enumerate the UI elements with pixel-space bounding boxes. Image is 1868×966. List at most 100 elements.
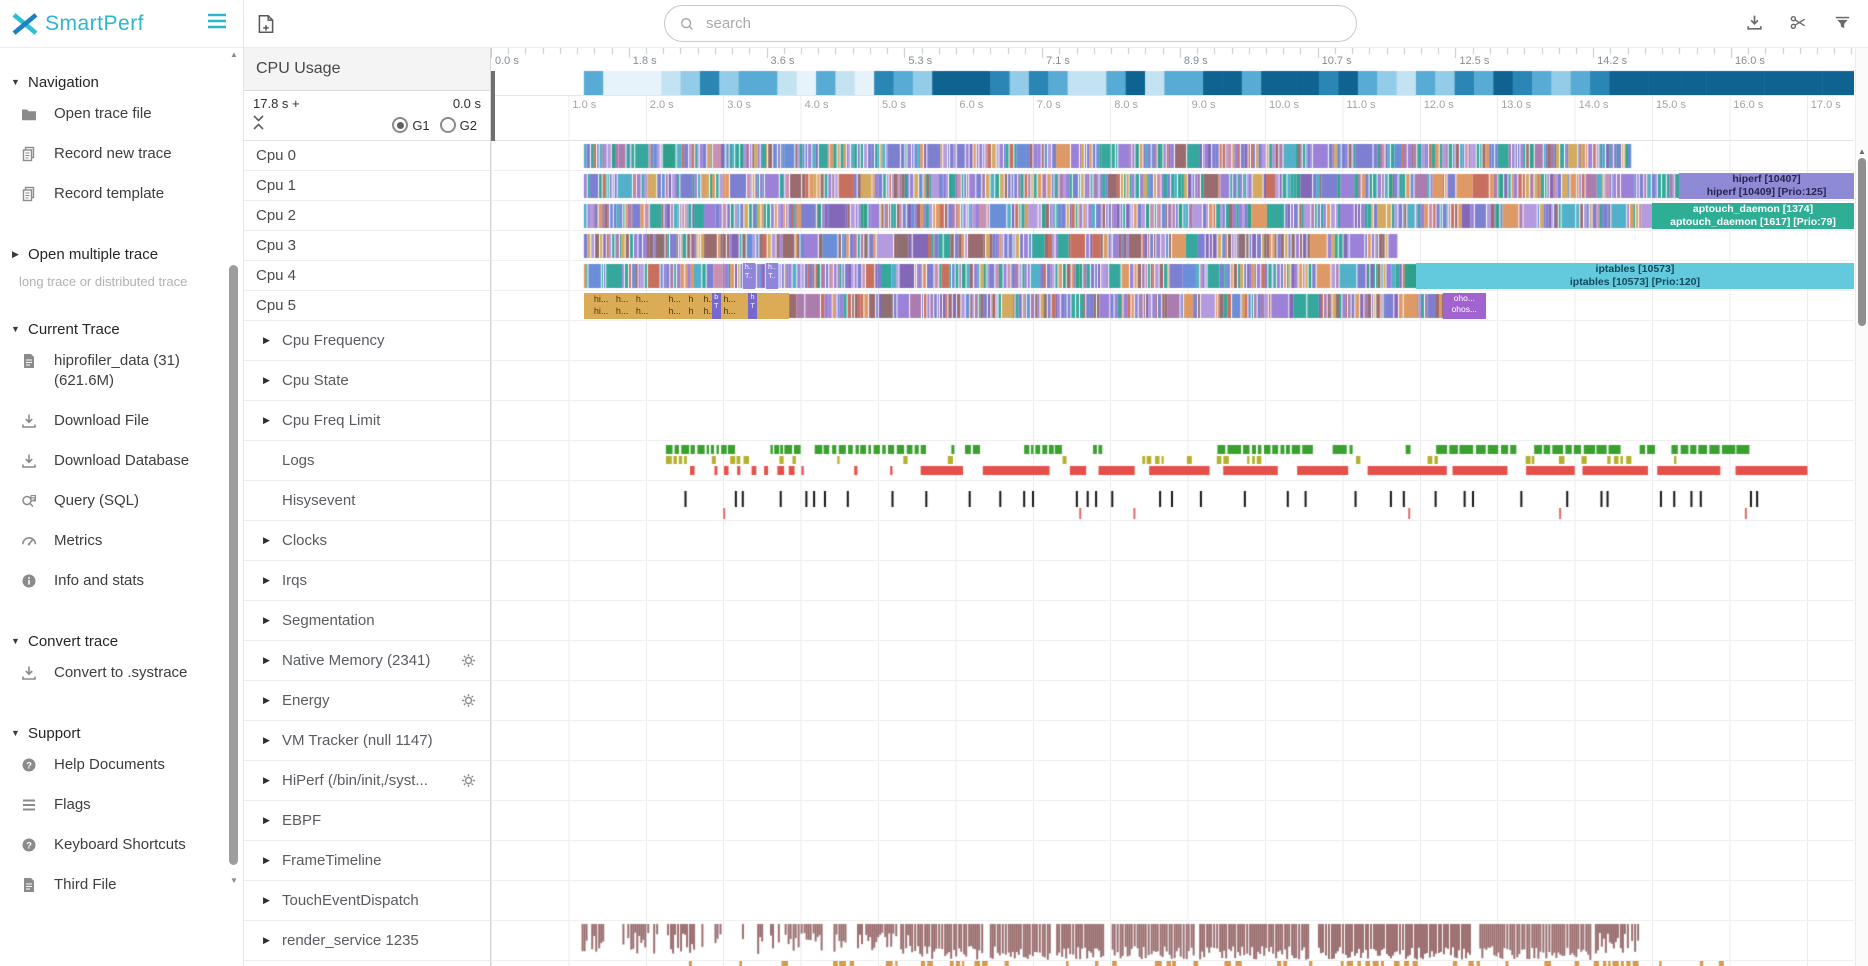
track-row-hiperf-bin-init-syst[interactable]: ▶ HiPerf (/bin/init,/syst...	[244, 761, 490, 801]
sidebar-item-query-sql[interactable]: Query (SQL)	[0, 481, 243, 521]
sidebar-scrollbar-thumb[interactable]	[229, 265, 238, 865]
sidebar-scrollbar[interactable]: ▲ ▼	[228, 0, 240, 966]
expand-arrow-icon[interactable]: ▶	[263, 695, 270, 705]
cpu-lane-cpu-2[interactable]: aptouch_daemon [1374] aptouch_daemon [161…	[491, 201, 1854, 231]
track-lane-segmentation[interactable]	[491, 601, 1854, 641]
sidebar-section-header-support[interactable]: ▼ Support	[0, 721, 243, 745]
expand-arrow-icon[interactable]: ▶	[263, 855, 270, 865]
thread-slice-block[interactable]: h.. T..	[765, 263, 779, 289]
track-lane-logs[interactable]	[491, 441, 1854, 481]
sidebar-item-info-and-stats[interactable]: Info and stats	[0, 561, 243, 601]
cpu-usage-heatmap-canvas[interactable]	[491, 48, 1854, 95]
cpu-1-lane-canvas[interactable]	[491, 171, 1854, 201]
gear-icon[interactable]	[460, 772, 477, 789]
menu-toggle-icon[interactable]	[207, 13, 227, 34]
expand-arrow-icon[interactable]: ▶	[263, 895, 270, 905]
track-row-irqs[interactable]: ▶ Irqs	[244, 561, 490, 601]
partial-lane-canvas[interactable]	[491, 961, 1854, 966]
track-lane-hiperf-bin-init-syst[interactable]	[491, 761, 1854, 801]
track-row-clocks[interactable]: ▶ Clocks	[244, 521, 490, 561]
track-row-energy[interactable]: ▶ Energy	[244, 681, 490, 721]
sidebar-item-metrics[interactable]: Metrics	[0, 521, 243, 561]
expand-arrow-icon[interactable]: ▶	[263, 375, 270, 385]
track-row-logs[interactable]: ▶Logs	[244, 441, 490, 481]
expand-arrow-icon[interactable]: ▶	[263, 655, 270, 665]
cpu-lane-cpu-0[interactable]	[491, 141, 1854, 171]
cpu-lane-cpu-1[interactable]: hiperf [10407] hiperf [10409] [Prio:125]	[491, 171, 1854, 201]
cpu-row-name-cpu-2[interactable]: Cpu 2	[244, 201, 490, 231]
expand-arrow-icon[interactable]: ▶	[263, 335, 270, 345]
expand-arrow-icon[interactable]: ▶	[263, 735, 270, 745]
track-row-toucheventdispatch[interactable]: ▶ TouchEventDispatch	[244, 881, 490, 921]
sidebar-section-header-navigation[interactable]: ▼ Navigation	[0, 70, 243, 94]
logs-lane-canvas[interactable]	[491, 441, 1854, 481]
track-row-frametimeline[interactable]: ▶ FrameTimeline	[244, 841, 490, 881]
track-row-vm-tracker-null-1147[interactable]: ▶ VM Tracker (null 1147)	[244, 721, 490, 761]
track-lane-partial[interactable]	[491, 961, 1854, 966]
main-time-ruler[interactable]: 1.0 s 2.0 s 3.0 s 4.0 s 5.0 s 6.0 s 7.0 s 8.0 s…	[491, 96, 1854, 141]
track-lane-render-service-1235[interactable]	[491, 921, 1854, 961]
expand-arrow-icon[interactable]: ▶	[263, 815, 270, 825]
track-lane-cpu-freq-limit[interactable]	[491, 401, 1854, 441]
gear-icon[interactable]	[460, 692, 477, 709]
expand-arrow-icon[interactable]: ▶	[263, 415, 270, 425]
track-lane-cpu-state[interactable]	[491, 361, 1854, 401]
range-selection-handle[interactable]	[491, 71, 495, 141]
process-slice-block[interactable]: oho... ohos...	[1443, 293, 1486, 319]
sidebar-section-header-convert-trace[interactable]: ▼ Convert trace	[0, 629, 243, 653]
track-row-cpu-frequency[interactable]: ▶ Cpu Frequency	[244, 321, 490, 361]
sidebar-item-hiprofiler-data-31-621-6m[interactable]: hiprofiler_data (31) (621.6M)	[0, 341, 243, 401]
sidebar-item-third-file[interactable]: Third File	[0, 865, 243, 905]
cpu-row-name-cpu-0[interactable]: Cpu 0	[244, 141, 490, 171]
sidebar-item-keyboard-shortcuts[interactable]: ? Keyboard Shortcuts	[0, 825, 243, 865]
cpu-lane-cpu-3[interactable]	[491, 231, 1854, 261]
process-slice-block[interactable]: hiperf [10407] hiperf [10409] [Prio:125]	[1679, 173, 1854, 199]
timeline-scrollbar-thumb[interactable]	[1858, 158, 1866, 326]
track-row-native-memory-2341[interactable]: ▶ Native Memory (2341)	[244, 641, 490, 681]
track-row-segmentation[interactable]: ▶ Segmentation	[244, 601, 490, 641]
new-file-icon[interactable]	[255, 13, 277, 35]
cpu-3-lane-canvas[interactable]	[491, 231, 1854, 261]
process-slice-block[interactable]: hi... h... h... h... h h... h... hi... h.…	[583, 293, 789, 319]
track-lane-toucheventdispatch[interactable]	[491, 881, 1854, 921]
sidebar-item-download-file[interactable]: Download File	[0, 401, 243, 441]
cpu-2-lane-canvas[interactable]	[491, 201, 1854, 231]
track-row-cpu-state[interactable]: ▶ Cpu State	[244, 361, 490, 401]
expand-arrow-icon[interactable]: ▶	[263, 775, 270, 785]
cpu-row-name-cpu-5[interactable]: Cpu 5	[244, 291, 490, 321]
sidebar-item-help-documents[interactable]: ? Help Documents	[0, 745, 243, 785]
track-lane-native-memory-2341[interactable]	[491, 641, 1854, 681]
sidebar-item-convert-to-systrace[interactable]: Convert to .systrace	[0, 653, 243, 693]
cpu-row-name-cpu-1[interactable]: Cpu 1	[244, 171, 490, 201]
track-row-hisysevent[interactable]: ▶Hisysevent	[244, 481, 490, 521]
cpu-row-name-cpu-4[interactable]: Cpu 4	[244, 261, 490, 291]
track-row-render-service-1235[interactable]: ▶ render_service 1235	[244, 921, 490, 961]
sidebar-item-download-database[interactable]: Download Database	[0, 441, 243, 481]
scroll-up-icon[interactable]: ▲	[1858, 147, 1866, 156]
radio-g2[interactable]	[439, 117, 456, 133]
timeline-scrollbar[interactable]: ▲	[1855, 48, 1868, 966]
cpu-lane-cpu-5[interactable]: hi... h... h... h... h h... h... hi... h.…	[491, 291, 1854, 321]
track-row-ebpf[interactable]: ▶ EBPF	[244, 801, 490, 841]
expand-arrow-icon[interactable]: ▶	[263, 535, 270, 545]
expand-arrow-icon[interactable]: ▶	[263, 615, 270, 625]
sidebar-item-flags[interactable]: Flags	[0, 785, 243, 825]
track-lane-energy[interactable]	[491, 681, 1854, 721]
gear-icon[interactable]	[460, 652, 477, 669]
thread-slice-block[interactable]: h.. T..	[742, 263, 755, 289]
overview-ruler[interactable]: 0.0 s 1.8 s 3.6 s 5.3 s 7.1 s 8.9 s 10.7 s 12.5…	[491, 48, 1854, 96]
sidebar-section-header-open-multiple-trace[interactable]: ▶ Open multiple trace	[0, 242, 243, 266]
track-lane-cpu-frequency[interactable]	[491, 321, 1854, 361]
process-slice-block[interactable]: iptables [10573] iptables [10573] [Prio:1…	[1415, 263, 1854, 289]
cpu-row-name-cpu-3[interactable]: Cpu 3	[244, 231, 490, 261]
track-lane-clocks[interactable]	[491, 521, 1854, 561]
collapse-expand-chevrons[interactable]	[253, 115, 264, 130]
sidebar-item-record-template[interactable]: Record template	[0, 174, 243, 214]
filter-icon[interactable]	[1833, 13, 1852, 32]
cpu-0-lane-canvas[interactable]	[491, 141, 1854, 171]
theme-bucket-icon[interactable]	[16, 917, 33, 918]
scroll-down-icon[interactable]: ▼	[230, 876, 238, 885]
track-lane-ebpf[interactable]	[491, 801, 1854, 841]
